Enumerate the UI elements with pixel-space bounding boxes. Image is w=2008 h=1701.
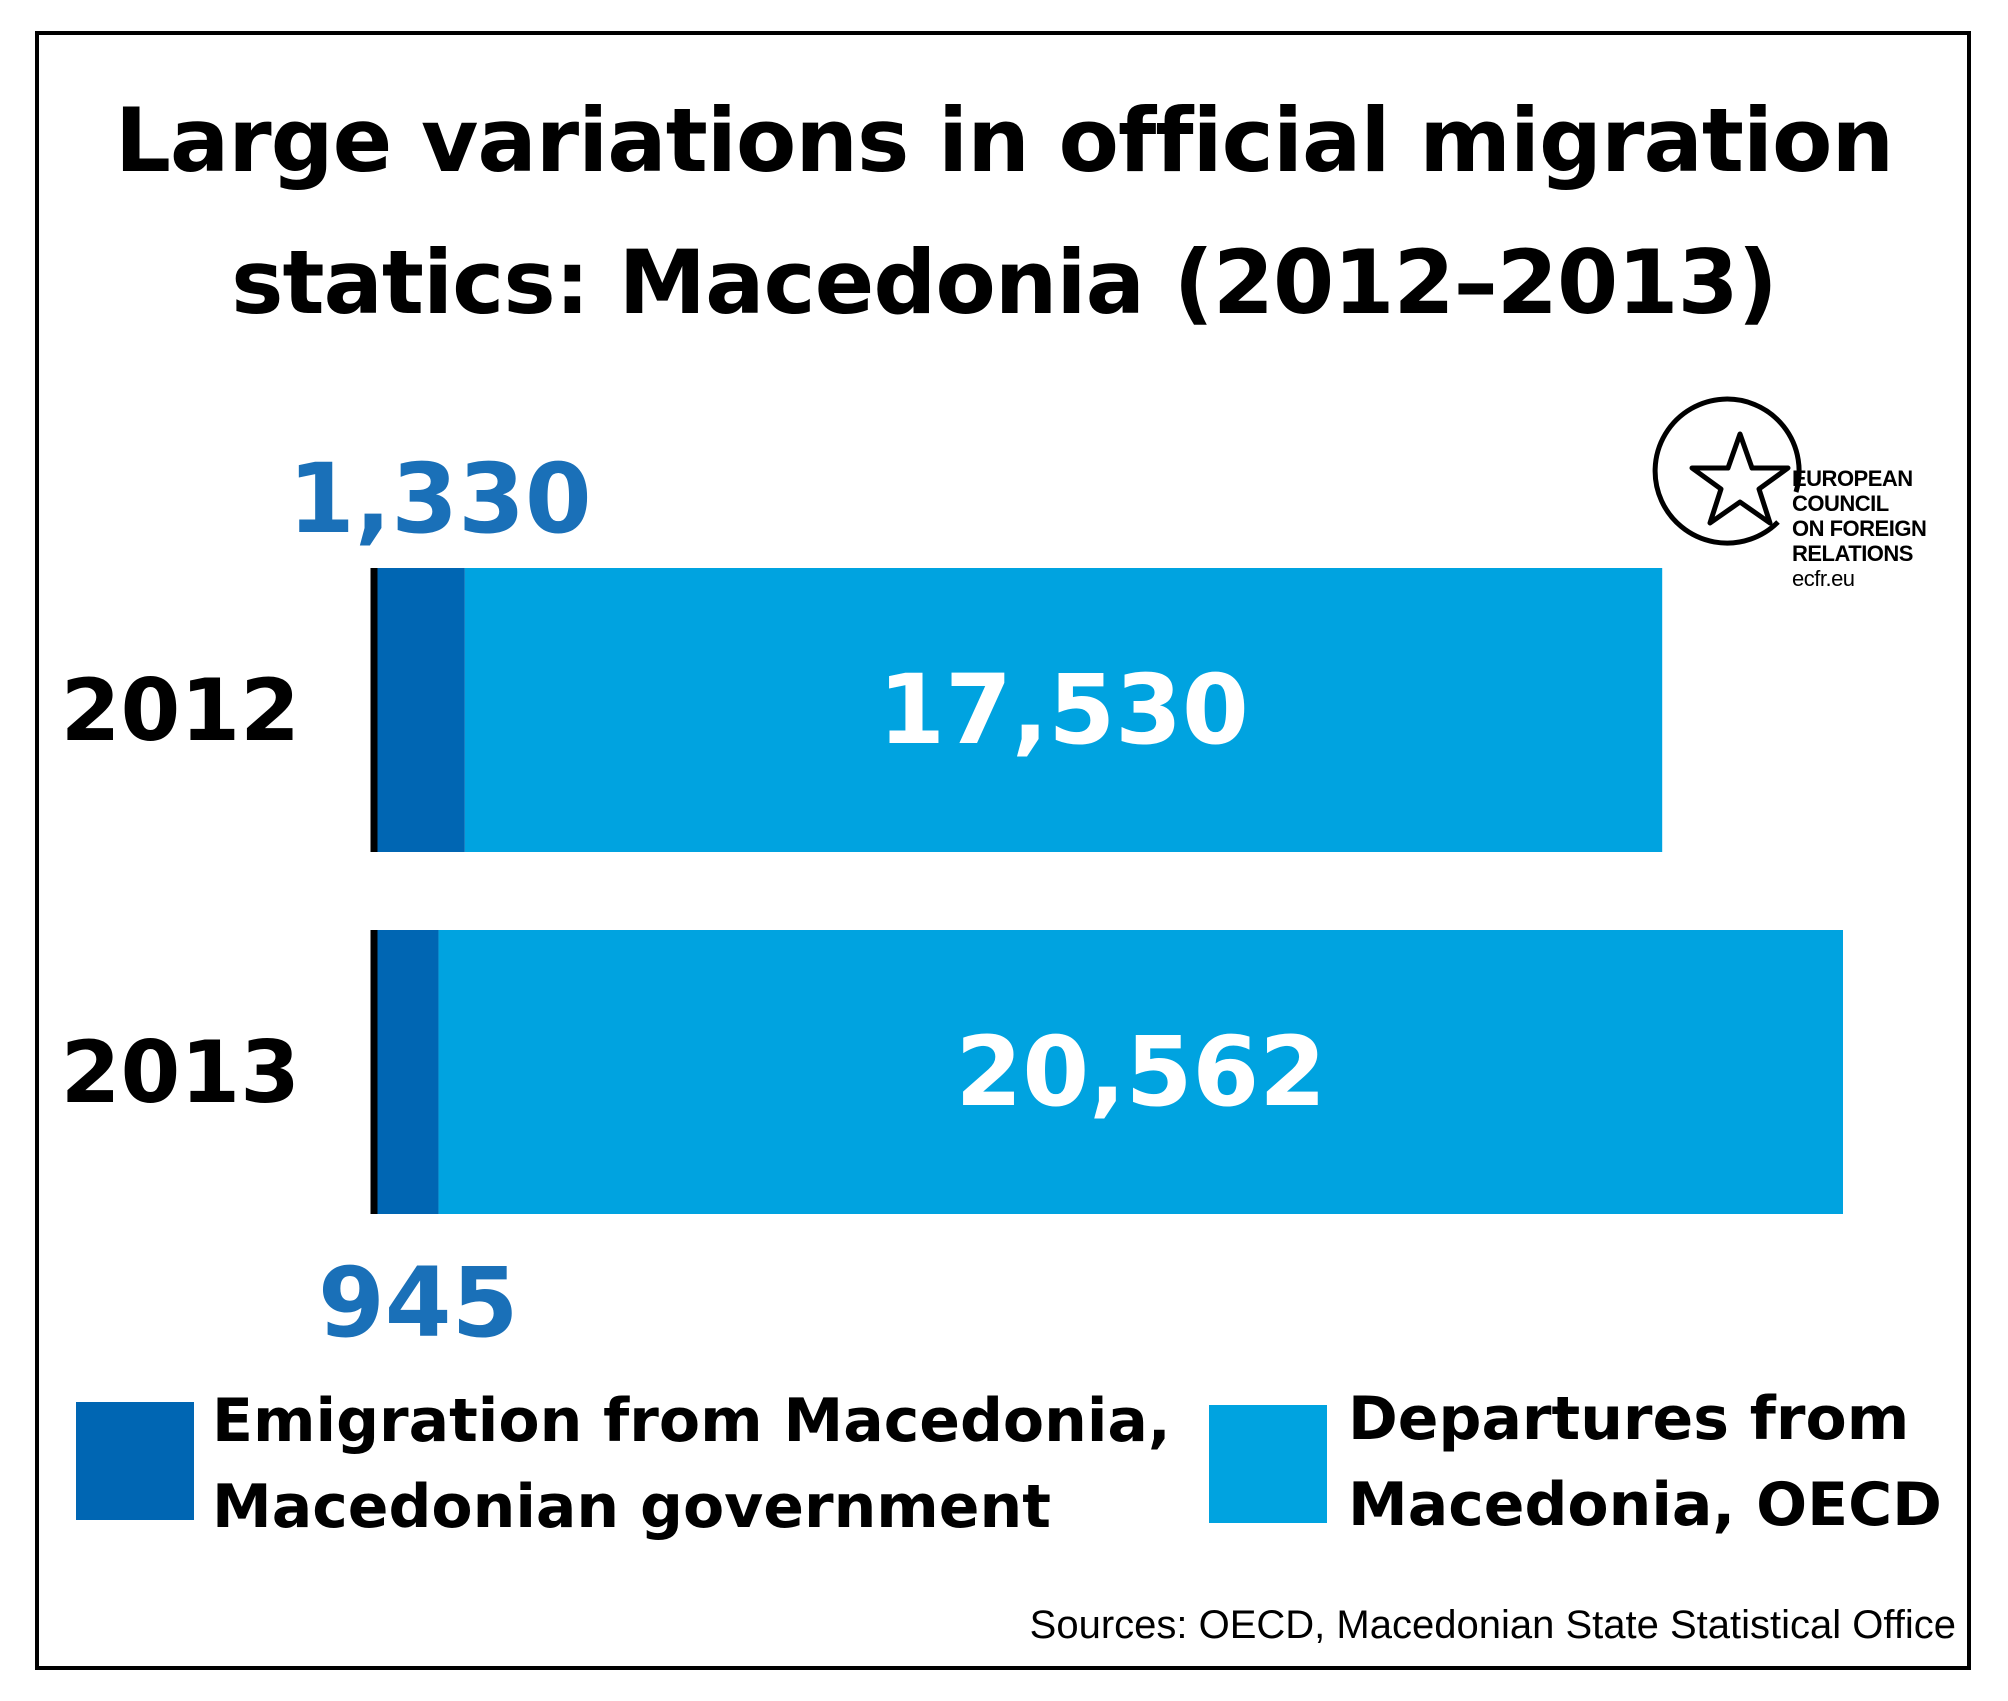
- logo-url: ecfr.eu: [1792, 566, 1855, 591]
- legend-label-departures: Departures from Macedonia, OECD: [1348, 1384, 1942, 1540]
- legend-swatch-departures: [1209, 1405, 1327, 1523]
- star-circle-icon: [1652, 396, 1802, 546]
- chart-title-line-2: statics: Macedonia (2012–2013): [231, 231, 1778, 334]
- chart-title-line-1: Large variations in official migration: [114, 89, 1894, 192]
- bar-emigration-2013: [374, 930, 439, 1214]
- logo-line-1: EUROPEAN: [1792, 466, 1913, 491]
- logo-line-4: RELATIONS: [1792, 541, 1913, 566]
- bar-departures-2013: [438, 930, 1844, 1214]
- category-label-2012: 2012: [61, 661, 300, 761]
- logo-line-3: ON FOREIGN: [1792, 516, 1927, 541]
- chart-title: Large variations in official migration s…: [40, 70, 1968, 354]
- legend-label-emigration: Emigration from Macedonia, Macedonian go…: [212, 1386, 1171, 1542]
- category-label-2013: 2013: [61, 1023, 300, 1123]
- value-label-emigration-2013: 945: [318, 1247, 518, 1359]
- chart-frame: [35, 31, 1971, 1670]
- ecfr-logo-text: EUROPEAN COUNCIL ON FOREIGN RELATIONS ec…: [1792, 466, 1927, 591]
- bar-departures-2012: [464, 568, 1663, 852]
- legend-swatch-emigration: [76, 1402, 194, 1520]
- source-note: Sources: OECD, Macedonian State Statisti…: [1029, 1603, 1956, 1647]
- logo-line-2: COUNCIL: [1792, 491, 1889, 516]
- value-label-departures-2012: 17,530: [878, 654, 1248, 766]
- bar-emigration-2012: [374, 568, 465, 852]
- value-label-emigration-2012: 1,330: [288, 443, 592, 555]
- value-label-departures-2013: 20,562: [956, 1016, 1326, 1128]
